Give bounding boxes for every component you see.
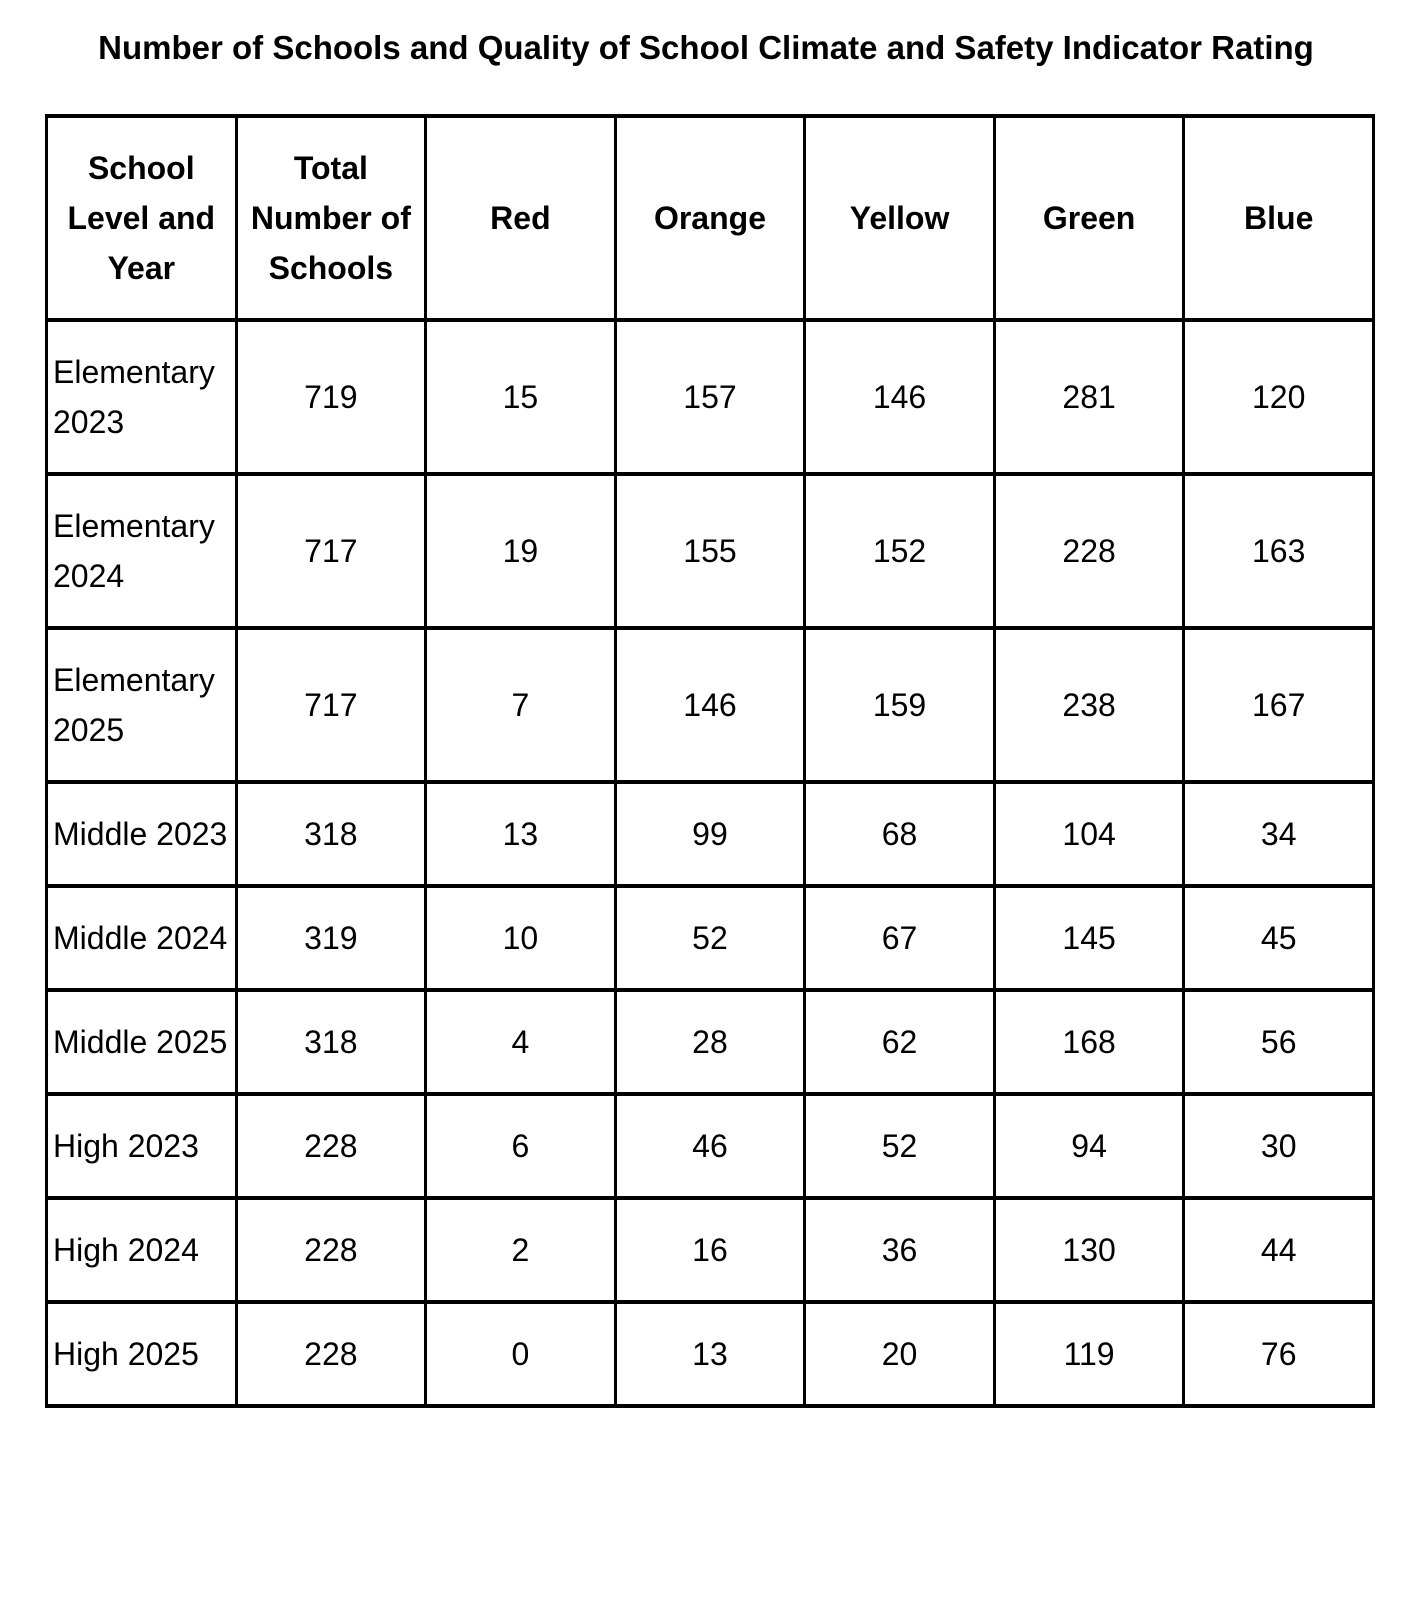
value-cell: 228: [234, 1196, 428, 1304]
value-cell: 68: [803, 780, 996, 888]
table-row: Elementary 2024 717 19 155 152 228 163: [45, 472, 1375, 630]
value-cell: 30: [1182, 1092, 1375, 1200]
value-cell: 228: [234, 1300, 428, 1408]
row-label-cell: Middle 2025: [45, 988, 238, 1096]
value-cell: 119: [992, 1300, 1186, 1408]
row-label-cell: Elementary 2023: [45, 318, 238, 476]
value-cell: 46: [613, 1092, 807, 1200]
value-cell: 228: [234, 1092, 428, 1200]
value-cell: 152: [803, 472, 996, 630]
table-row: High 2023 228 6 46 52 94 30: [45, 1092, 1375, 1200]
col-header-orange: Orange: [613, 114, 807, 322]
value-cell: 99: [613, 780, 807, 888]
value-cell: 34: [1182, 780, 1375, 888]
value-cell: 120: [1182, 318, 1375, 476]
value-cell: 62: [803, 988, 996, 1096]
value-cell: 145: [992, 884, 1186, 992]
value-cell: 44: [1182, 1196, 1375, 1304]
value-cell: 15: [424, 318, 617, 476]
value-cell: 0: [424, 1300, 617, 1408]
value-cell: 238: [992, 626, 1186, 784]
value-cell: 318: [234, 780, 428, 888]
value-cell: 7: [424, 626, 617, 784]
value-cell: 94: [992, 1092, 1186, 1200]
table-row: High 2024 228 2 16 36 130 44: [45, 1196, 1375, 1304]
value-cell: 19: [424, 472, 617, 630]
row-label-cell: High 2024: [45, 1196, 238, 1304]
value-cell: 281: [992, 318, 1186, 476]
value-cell: 13: [613, 1300, 807, 1408]
value-cell: 2: [424, 1196, 617, 1304]
table-row: High 2025 228 0 13 20 119 76: [45, 1300, 1375, 1408]
value-cell: 4: [424, 988, 617, 1096]
value-cell: 157: [613, 318, 807, 476]
col-header-yellow: Yellow: [803, 114, 996, 322]
row-label-cell: High 2025: [45, 1300, 238, 1408]
col-header-total-schools: Total Number of Schools: [234, 114, 428, 322]
value-cell: 56: [1182, 988, 1375, 1096]
col-header-green: Green: [992, 114, 1186, 322]
value-cell: 146: [613, 626, 807, 784]
col-header-school-level-year: School Level and Year: [45, 114, 238, 322]
value-cell: 168: [992, 988, 1186, 1096]
value-cell: 52: [613, 884, 807, 992]
value-cell: 28: [613, 988, 807, 1096]
row-label-cell: Middle 2024: [45, 884, 238, 992]
value-cell: 318: [234, 988, 428, 1096]
value-cell: 159: [803, 626, 996, 784]
value-cell: 36: [803, 1196, 996, 1304]
row-label-cell: Elementary 2025: [45, 626, 238, 784]
value-cell: 20: [803, 1300, 996, 1408]
value-cell: 10: [424, 884, 617, 992]
table-row: Elementary 2023 719 15 157 146 281 120: [45, 318, 1375, 476]
row-label-cell: Middle 2023: [45, 780, 238, 888]
value-cell: 6: [424, 1092, 617, 1200]
value-cell: 13: [424, 780, 617, 888]
value-cell: 163: [1182, 472, 1375, 630]
value-cell: 76: [1182, 1300, 1375, 1408]
value-cell: 717: [234, 472, 428, 630]
row-label-cell: High 2023: [45, 1092, 238, 1200]
table-row: Middle 2024 319 10 52 67 145 45: [45, 884, 1375, 992]
value-cell: 130: [992, 1196, 1186, 1304]
col-header-blue: Blue: [1182, 114, 1375, 322]
school-climate-table: School Level and Year Total Number of Sc…: [45, 114, 1375, 1408]
value-cell: 155: [613, 472, 807, 630]
table-row: Middle 2023 318 13 99 68 104 34: [45, 780, 1375, 888]
value-cell: 104: [992, 780, 1186, 888]
value-cell: 719: [234, 318, 428, 476]
table-row: Middle 2025 318 4 28 62 168 56: [45, 988, 1375, 1096]
value-cell: 16: [613, 1196, 807, 1304]
value-cell: 146: [803, 318, 996, 476]
value-cell: 167: [1182, 626, 1375, 784]
page-title: Number of Schools and Quality of School …: [98, 29, 1314, 66]
table-row: Elementary 2025 717 7 146 159 238 167: [45, 626, 1375, 784]
value-cell: 319: [234, 884, 428, 992]
value-cell: 45: [1182, 884, 1375, 992]
row-label-cell: Elementary 2024: [45, 472, 238, 630]
value-cell: 67: [803, 884, 996, 992]
value-cell: 717: [234, 626, 428, 784]
value-cell: 52: [803, 1092, 996, 1200]
header-row: School Level and Year Total Number of Sc…: [45, 114, 1375, 322]
col-header-red: Red: [424, 114, 617, 322]
value-cell: 228: [992, 472, 1186, 630]
